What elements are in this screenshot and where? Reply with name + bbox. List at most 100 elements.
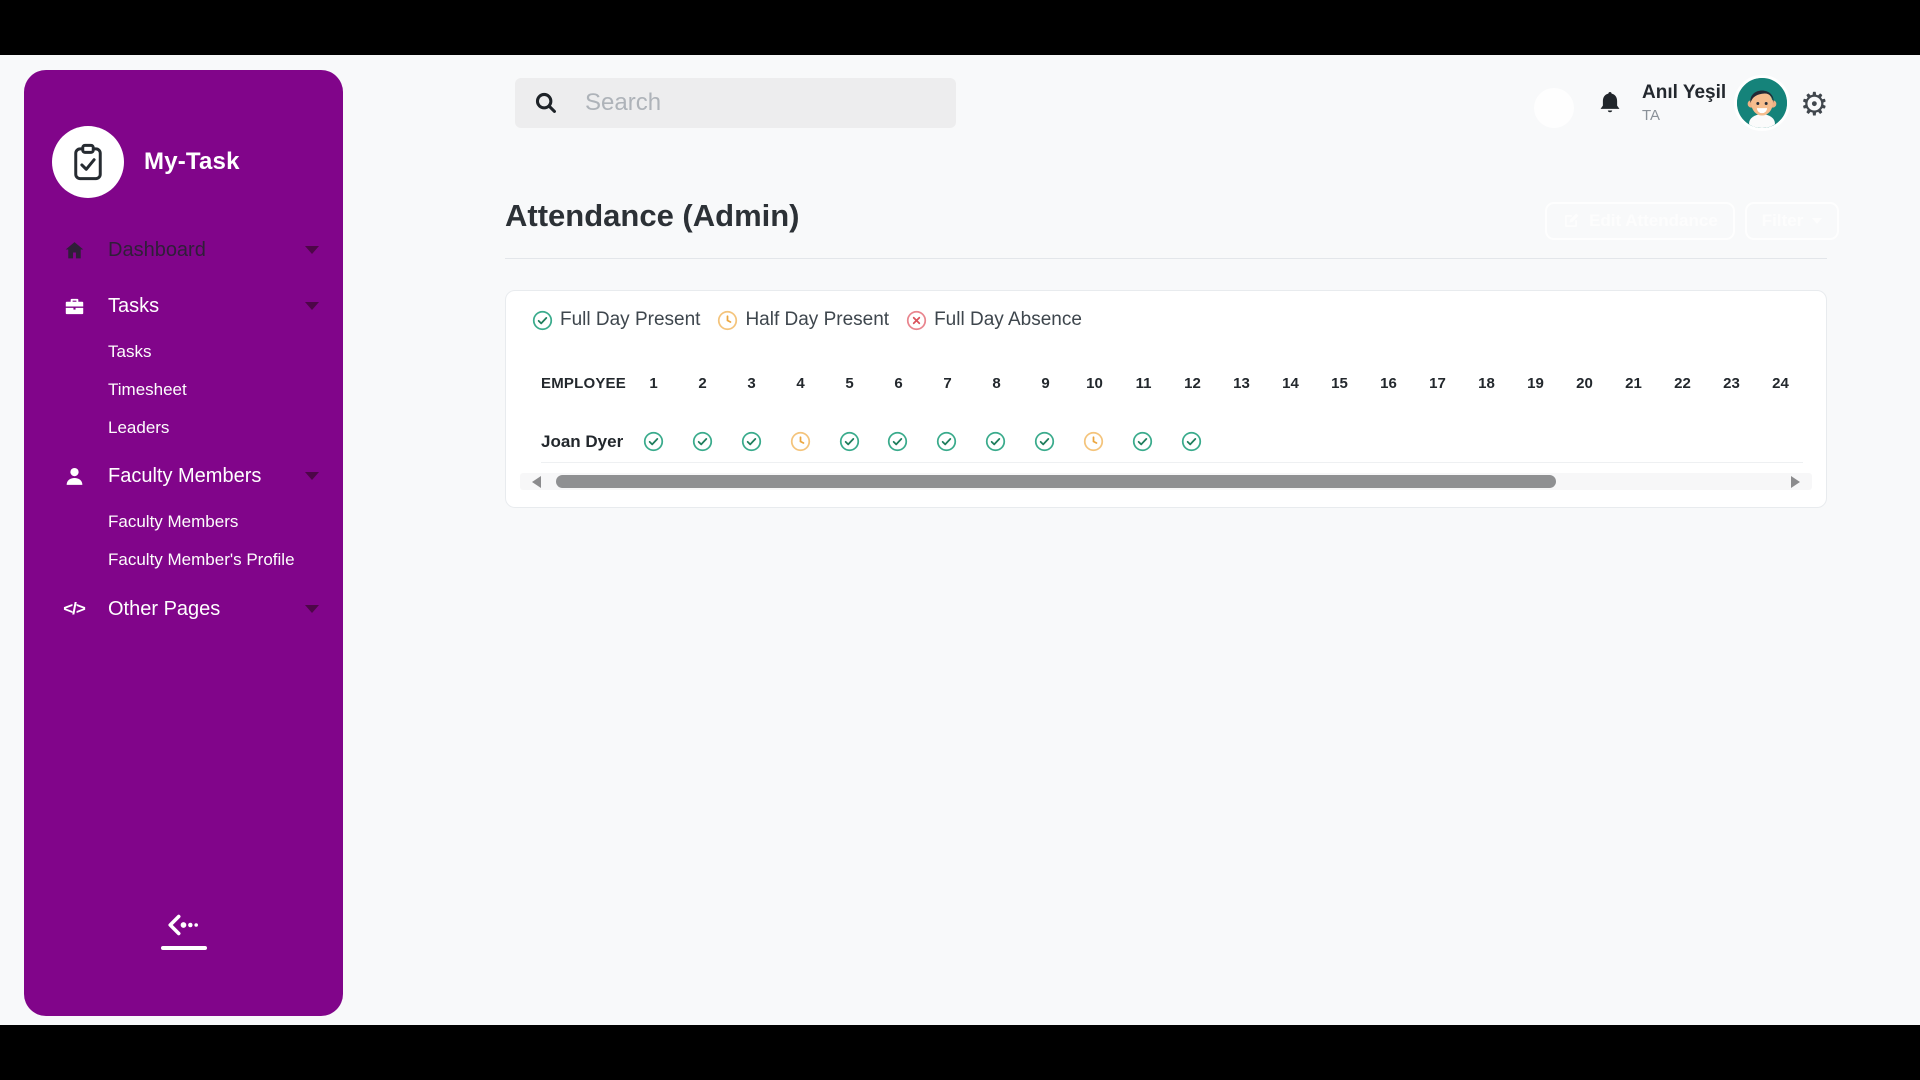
legend-half-day-present: Half Day Present bbox=[717, 309, 889, 331]
sidebar-item-faculty-members[interactable]: Faculty Members bbox=[62, 458, 319, 494]
briefcase-icon bbox=[62, 294, 86, 318]
collapse-sidebar-button[interactable] bbox=[160, 913, 207, 950]
full-day-present-icon bbox=[839, 431, 859, 452]
edit-attendance-button[interactable]: Edit Attendance bbox=[1545, 202, 1735, 240]
half-day-present-icon bbox=[790, 431, 810, 452]
day-headers: 1 2 3 4 5 6 7 8 9 10 11 12 13 14 15 16 17 18 19 20 21 22 23 24 bbox=[629, 375, 1805, 392]
day-header: 11 bbox=[1135, 375, 1152, 392]
day-header: 7 bbox=[943, 375, 952, 392]
code-icon: </> bbox=[63, 599, 86, 618]
sidebar-subitem-label: Faculty Members bbox=[108, 512, 239, 531]
user-role: TA bbox=[1642, 107, 1661, 124]
bell-icon bbox=[1600, 92, 1620, 113]
sidebar-subitem-label: Leaders bbox=[108, 418, 170, 437]
day-header: 22 bbox=[1674, 375, 1691, 392]
chevron-down-icon bbox=[305, 605, 319, 613]
scroll-left-arrow-icon[interactable] bbox=[532, 476, 541, 488]
search-icon bbox=[535, 92, 556, 113]
notifications-button[interactable] bbox=[1596, 89, 1626, 119]
chevron-down-icon bbox=[305, 246, 319, 254]
attendance-cell bbox=[1020, 431, 1069, 452]
day-header: 24 bbox=[1772, 375, 1789, 392]
day-header: 6 bbox=[894, 375, 903, 392]
full-day-present-icon bbox=[937, 431, 957, 452]
attendance-cell bbox=[922, 431, 971, 452]
employee-name: Joan Dyer bbox=[541, 431, 624, 451]
sidebar-subitem-label: Tasks bbox=[108, 342, 152, 361]
full-day-present-icon bbox=[1035, 431, 1055, 452]
sidebar-subitem-label: Timesheet bbox=[108, 380, 187, 399]
sidebar-subitem-timesheet[interactable]: Timesheet bbox=[108, 375, 187, 405]
user-avatar[interactable] bbox=[1734, 75, 1790, 131]
full-day-present-icon bbox=[888, 431, 908, 452]
user-info[interactable]: Anıl Yeşil TA bbox=[1642, 82, 1726, 124]
table-row: Joan Dyer bbox=[541, 421, 1803, 463]
search-input[interactable] bbox=[583, 88, 923, 118]
sidebar-subitem-tasks[interactable]: Tasks bbox=[108, 337, 151, 367]
settings-button[interactable]: ⚙ bbox=[1800, 88, 1829, 120]
scroll-right-arrow-icon[interactable] bbox=[1791, 476, 1800, 488]
day-header: 20 bbox=[1576, 375, 1593, 392]
attendance-table-header: EMPLOYEE 1 2 3 4 5 6 7 8 9 10 11 12 13 14 15 16 17 18 19 20… bbox=[541, 375, 1805, 392]
attendance-card: Full Day Present Half Day Present Full D… bbox=[505, 290, 1827, 508]
search-bar bbox=[515, 78, 956, 128]
attendance-cell bbox=[1167, 431, 1216, 452]
full-day-present-icon bbox=[1132, 431, 1153, 452]
sidebar-subitem-leaders[interactable]: Leaders bbox=[108, 413, 169, 443]
sidebar-item-other-pages[interactable]: </> Other Pages bbox=[62, 591, 319, 627]
legend-full-day-present: Full Day Present bbox=[532, 309, 700, 331]
horizontal-scrollbar[interactable] bbox=[520, 473, 1812, 490]
sidebar-subitem-label: Faculty Member's Profile bbox=[108, 550, 295, 569]
sidebar-subitem-faculty-members-profile[interactable]: Faculty Member's Profile bbox=[108, 545, 295, 575]
sidebar-item-tasks[interactable]: Tasks bbox=[62, 288, 319, 324]
legend-label: Full Day Absence bbox=[934, 309, 1082, 330]
page-title: Attendance (Admin) bbox=[505, 198, 800, 233]
day-header: 21 bbox=[1625, 375, 1642, 392]
sidebar-item-dashboard[interactable]: Dashboard bbox=[62, 232, 319, 268]
clipboard-logo-icon bbox=[52, 126, 124, 198]
clock-icon bbox=[718, 310, 738, 330]
sidebar-item-label: Tasks bbox=[108, 294, 160, 317]
sidebar-subitem-faculty-members[interactable]: Faculty Members bbox=[108, 507, 238, 537]
user-name: Anıl Yeşil bbox=[1642, 82, 1727, 103]
topbar-circle bbox=[1534, 88, 1574, 128]
scrollbar-thumb[interactable] bbox=[556, 475, 1556, 488]
full-day-present-icon bbox=[741, 431, 761, 452]
collapse-underline bbox=[160, 945, 207, 950]
attendance-cell bbox=[727, 431, 776, 452]
day-header: 16 bbox=[1380, 375, 1397, 392]
day-header: 15 bbox=[1331, 375, 1348, 392]
person-icon bbox=[62, 464, 86, 488]
day-header: 10 bbox=[1086, 375, 1103, 392]
day-header: 17 bbox=[1429, 375, 1446, 392]
day-header: 23 bbox=[1723, 375, 1740, 392]
attendance-cell bbox=[678, 431, 727, 452]
attendance-legend: Full Day Present Half Day Present Full D… bbox=[532, 309, 1082, 331]
day-header: 2 bbox=[698, 375, 707, 392]
attendance-cell bbox=[629, 431, 678, 452]
filter-button[interactable]: Filter bbox=[1744, 202, 1840, 240]
attendance-cell bbox=[971, 431, 1020, 452]
sidebar-item-label: Other Pages bbox=[108, 597, 221, 620]
app-logo[interactable]: My-Task bbox=[52, 126, 240, 198]
day-header: 9 bbox=[1041, 375, 1050, 392]
full-day-present-icon bbox=[692, 431, 712, 452]
day-header: 1 bbox=[649, 375, 658, 392]
chevron-down-icon bbox=[305, 472, 319, 480]
full-day-present-icon bbox=[1181, 431, 1202, 452]
day-header: 3 bbox=[747, 375, 756, 392]
sidebar-item-label: Dashboard bbox=[108, 238, 206, 261]
half-day-present-icon bbox=[1083, 431, 1104, 452]
gear-icon: ⚙ bbox=[1800, 86, 1829, 122]
sidebar-item-label: Faculty Members bbox=[108, 464, 262, 487]
day-header: 5 bbox=[845, 375, 854, 392]
home-icon bbox=[62, 238, 86, 262]
day-header: 4 bbox=[796, 375, 805, 392]
avatar-illustration bbox=[1737, 78, 1787, 128]
day-header: 12 bbox=[1184, 375, 1201, 392]
sidebar: My-Task Dashboard Tasks Tasks Timesheet … bbox=[24, 70, 343, 1016]
legend-label: Half Day Present bbox=[745, 309, 890, 330]
collapse-arrow-icon bbox=[167, 914, 198, 935]
edit-attendance-label: Edit Attendance bbox=[1589, 211, 1718, 230]
legend-full-day-absence: Full Day Absence bbox=[906, 309, 1082, 331]
